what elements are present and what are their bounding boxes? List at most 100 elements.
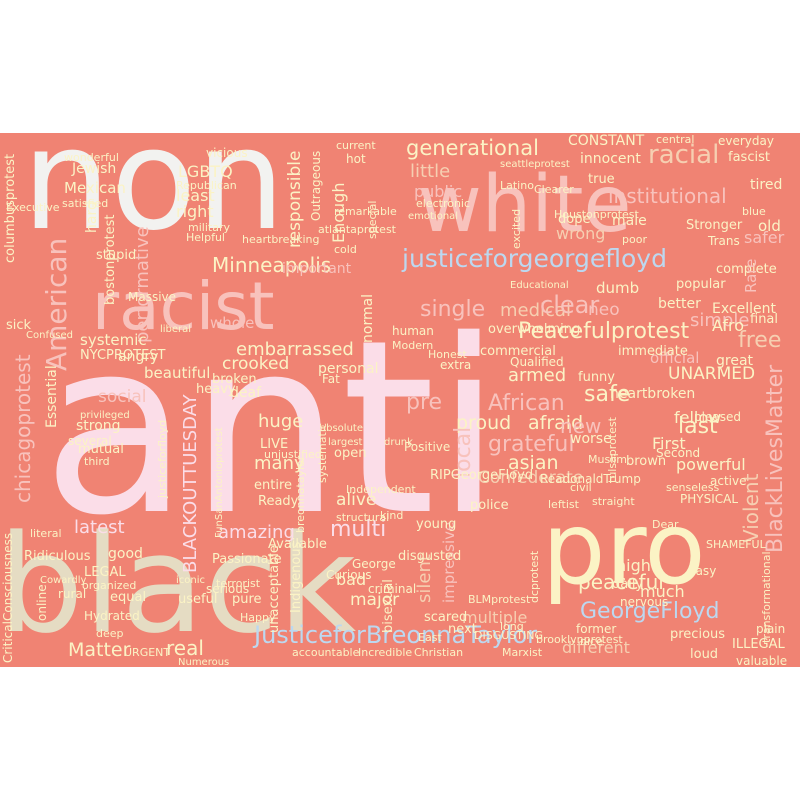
word-daily: daily	[612, 577, 643, 592]
word-disgusted: disgusted	[398, 549, 461, 564]
word-institutional: institutional	[608, 184, 727, 208]
word-stupid: stupid	[96, 248, 136, 263]
word-neo: neo	[588, 300, 620, 320]
word-liberal: liberal	[160, 324, 191, 335]
word-cloud-canvas: non anti black pro white racist justicef…	[0, 133, 800, 667]
word-normal: normal	[360, 294, 376, 343]
word-columbusprotest: columbusprotest	[3, 154, 18, 263]
word-afraid: afraid	[528, 412, 583, 434]
word-wonderful: wonderful	[64, 151, 119, 164]
word-systematic: systematic	[316, 423, 329, 483]
word-criticalconsciousness: CriticalConsciousness	[1, 533, 15, 663]
word-tulsaprotest: tulsaprotest	[606, 416, 619, 483]
word-major: major	[350, 590, 399, 610]
word-sick: sick	[6, 318, 32, 333]
word-armed: armed	[508, 365, 566, 386]
word-excellent: Excellent	[712, 301, 776, 317]
word-cloud: non anti black pro white racist justicef…	[0, 133, 800, 667]
word-honest: Honest	[428, 348, 467, 361]
word-leftist: leftist	[548, 498, 580, 511]
word-urgent: URGENT	[124, 646, 170, 659]
word-final: final	[750, 312, 778, 327]
word-confused: Confused	[26, 330, 73, 341]
word-incredible: Incredible	[358, 646, 412, 659]
word-extra: extra	[440, 358, 471, 372]
word-multiple: multiple	[462, 608, 527, 627]
word-fascist: fascist	[728, 150, 770, 165]
word-bostonprotest: bostonprotest	[103, 215, 118, 306]
word-active: active	[710, 474, 746, 488]
word-cowardly: Cowardly	[40, 575, 86, 586]
word-new: new	[560, 414, 601, 438]
word-heavy: heavy	[196, 382, 236, 397]
word-tired: tired	[750, 177, 782, 193]
word-multi: multi	[330, 517, 386, 542]
word-violent: Violent	[739, 473, 763, 543]
word-disgusting: DISGUSTING	[474, 629, 543, 642]
word-beautiful: beautiful	[144, 364, 210, 382]
word-old: old	[758, 217, 781, 235]
word-real: real	[166, 636, 204, 660]
word-current: current	[336, 139, 376, 152]
word-confederate: Confederate	[478, 468, 583, 488]
word-latino: Latino	[500, 179, 534, 192]
word-rare: Rare	[742, 259, 760, 293]
word-different: different	[562, 638, 630, 657]
word-brooklynprotest: brooklynprotest	[536, 633, 623, 646]
word-powerful: powerful	[676, 455, 746, 474]
word-performative: performative	[132, 226, 153, 343]
word-kind: kind	[380, 509, 403, 522]
word-great: great	[716, 353, 754, 369]
word-whole: whole	[210, 314, 254, 332]
word-peaceful: peaceful	[578, 570, 664, 594]
word-satisfied: satisfied	[62, 197, 108, 210]
word-better: better	[658, 296, 701, 312]
word-stronger: Stronger	[686, 218, 743, 233]
word-black: black	[0, 506, 356, 663]
word-entire: entire	[254, 478, 292, 493]
word-republican: Republican	[176, 179, 237, 192]
word-essential: Essential	[44, 365, 60, 428]
word-third: third	[84, 455, 110, 468]
word-immediate: immediate	[618, 344, 688, 359]
word-muslim: Muslim	[588, 453, 627, 466]
word-safe: safe	[584, 382, 630, 407]
word-blackouttuesday: BLACKOUTTUESDAY	[180, 393, 201, 573]
word-christian: Christian	[414, 646, 463, 659]
word-blue: blue	[742, 205, 766, 218]
word-public: public	[414, 182, 462, 201]
word-transformational: transformational	[760, 551, 773, 643]
word-seattleprotest: seattleprotest	[500, 159, 570, 170]
word-crooked: crooked	[222, 354, 289, 374]
word-legal: LEGAL	[84, 565, 126, 580]
word-dear: Dear	[652, 518, 679, 531]
word-afro: Afro	[712, 316, 744, 335]
word-positive: Positive	[404, 440, 450, 454]
word-east: East	[418, 631, 442, 644]
word-drunk: drunk	[384, 437, 413, 448]
word-safer: safer	[744, 228, 785, 247]
word-senseless: senseless	[666, 481, 720, 494]
word-little: little	[410, 161, 450, 182]
word-broken: broken	[212, 372, 257, 387]
word-cloud-background	[0, 133, 800, 667]
word-straight: straight	[592, 495, 635, 508]
word-former: former	[576, 622, 616, 636]
word-young: young	[416, 517, 456, 532]
word-iconic: iconic	[176, 575, 205, 586]
word-ready: Ready	[258, 494, 299, 509]
word-peacefulprotest: Peacefulprotest	[518, 319, 690, 344]
word-literal: literal	[30, 527, 62, 540]
word-deep: deep	[96, 627, 124, 640]
word-scared: scared	[424, 610, 467, 625]
word-responsible: responsible	[285, 151, 305, 248]
word-emotional: emotional	[408, 211, 458, 222]
word-important: important	[282, 261, 352, 277]
word-amazing: amazing	[218, 522, 295, 543]
word-personal: personal	[318, 361, 378, 377]
word-hot: hot	[346, 152, 366, 166]
word-outrageous: Outrageous	[309, 151, 323, 221]
word-non: non	[22, 133, 285, 262]
word-vicious: vicious	[206, 146, 248, 160]
word-right: right	[176, 202, 214, 221]
